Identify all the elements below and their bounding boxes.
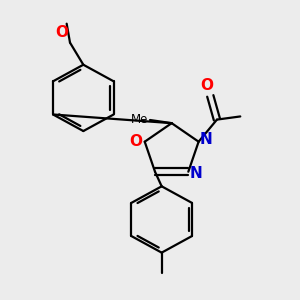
- Text: N: N: [189, 166, 202, 181]
- Text: O: O: [200, 78, 213, 93]
- Text: O: O: [55, 25, 68, 40]
- Text: O: O: [129, 134, 142, 148]
- Text: Me: Me: [131, 113, 148, 126]
- Text: N: N: [200, 132, 212, 147]
